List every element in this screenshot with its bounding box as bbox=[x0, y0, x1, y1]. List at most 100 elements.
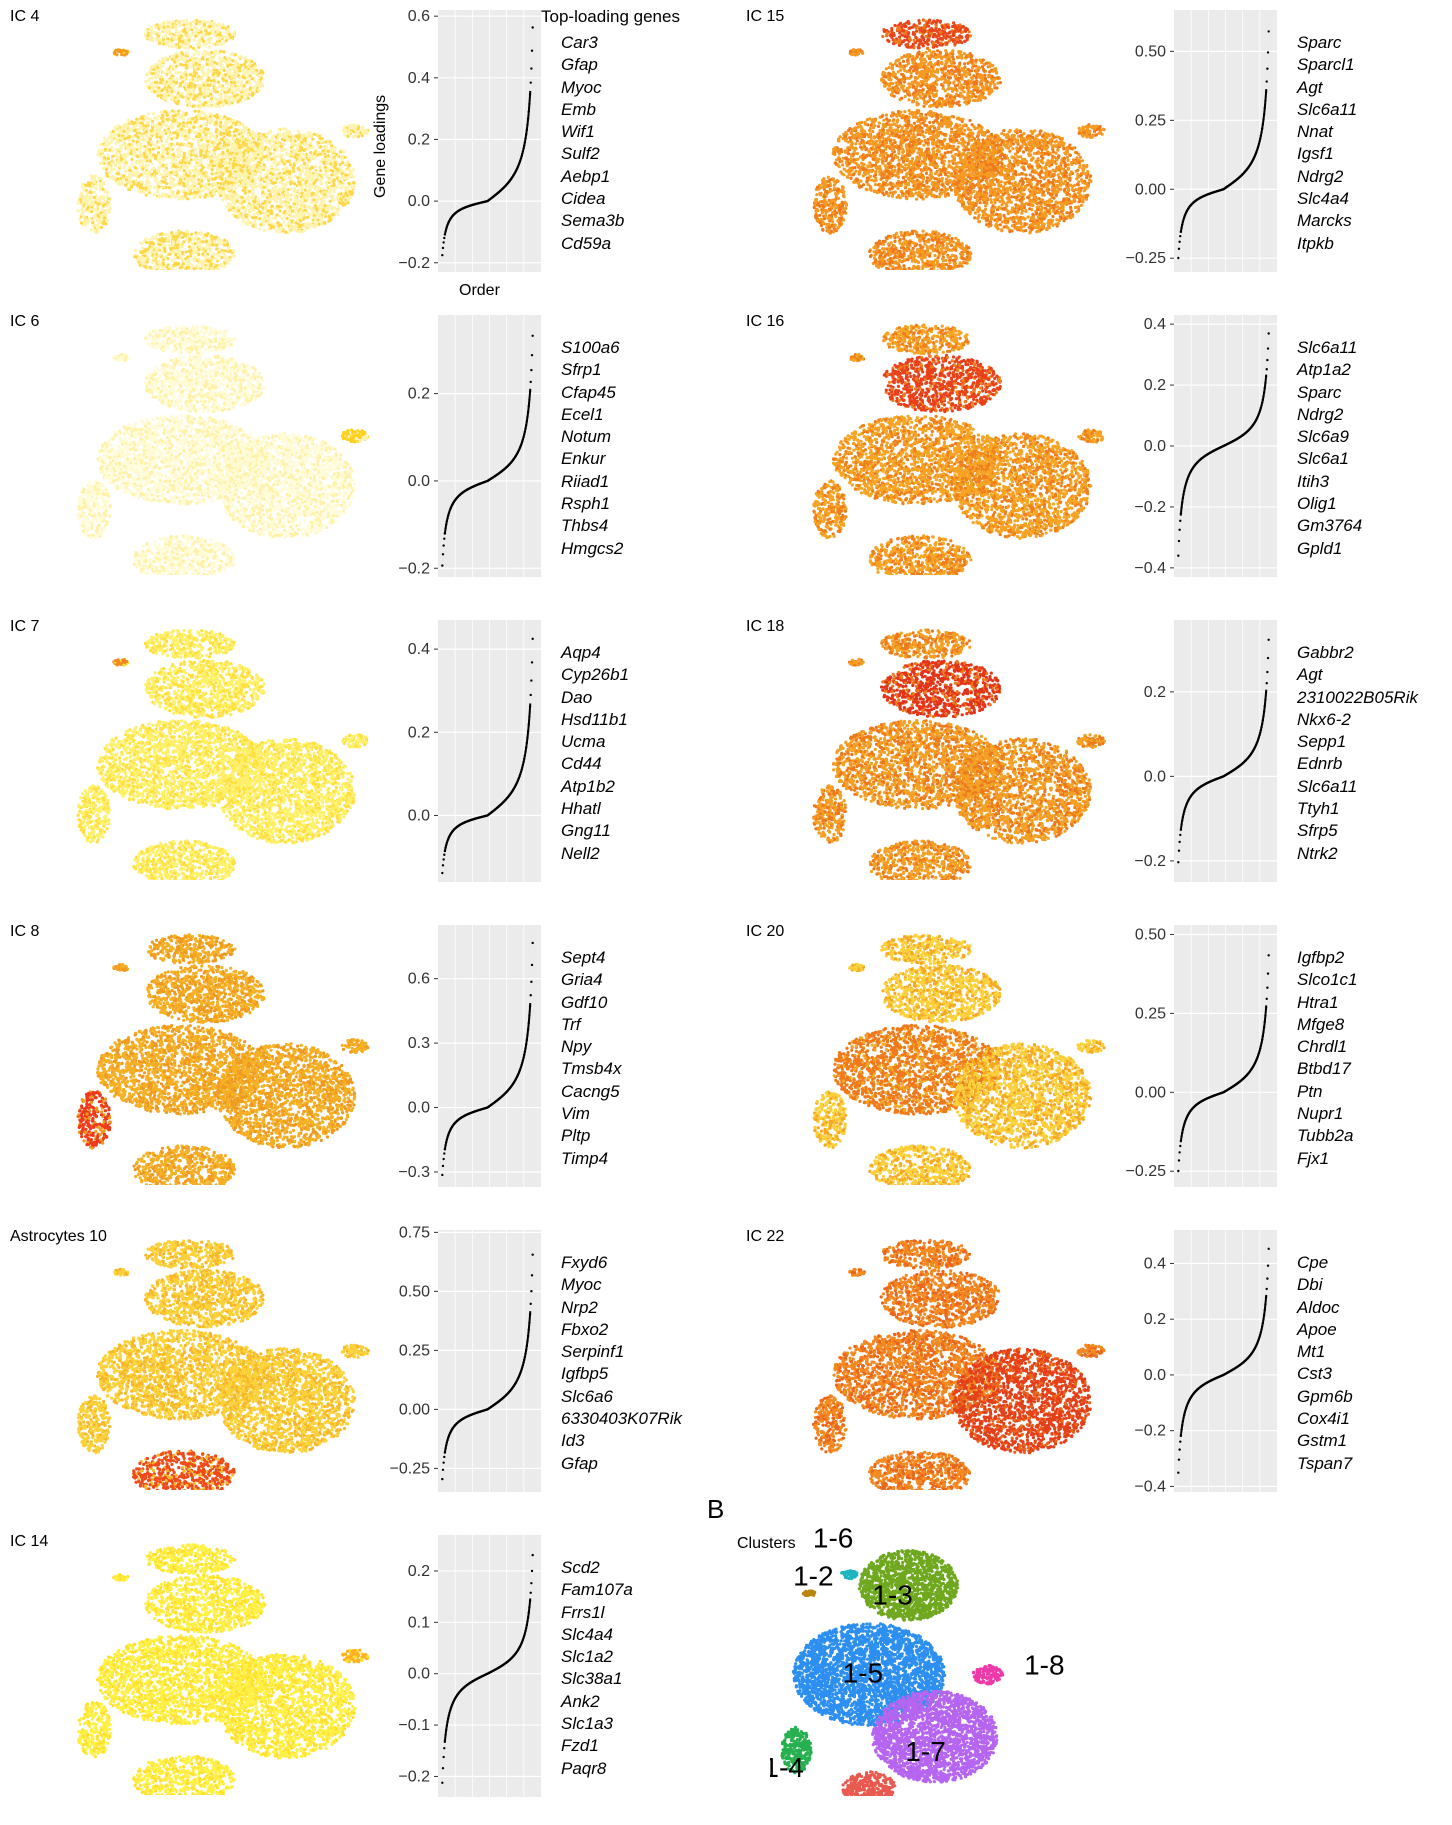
tsne-point bbox=[173, 24, 176, 27]
tsne-point bbox=[178, 195, 181, 198]
tsne-point bbox=[160, 89, 163, 92]
tsne-point bbox=[239, 136, 242, 139]
tsne-point bbox=[320, 140, 323, 143]
tsne-point bbox=[218, 105, 221, 108]
tsne-point bbox=[186, 179, 189, 182]
tsne-point bbox=[216, 174, 219, 177]
tsne-point bbox=[159, 264, 162, 267]
tsne-point bbox=[299, 210, 302, 213]
tsne-point bbox=[192, 47, 195, 50]
tsne-point bbox=[201, 70, 204, 73]
tsne-point bbox=[206, 232, 209, 235]
tsne-point bbox=[312, 174, 315, 177]
tsne-point bbox=[179, 71, 182, 74]
tsne-point bbox=[193, 178, 196, 181]
tsne-point bbox=[146, 72, 149, 75]
tsne-point bbox=[208, 41, 211, 44]
tsne-point bbox=[135, 161, 138, 164]
tsne-point bbox=[279, 153, 282, 156]
tsne-point bbox=[286, 130, 289, 133]
tsne-point bbox=[127, 166, 130, 169]
tsne-point bbox=[202, 92, 205, 95]
tsne-point bbox=[116, 172, 119, 175]
tsne-point bbox=[229, 174, 232, 177]
tsne-point bbox=[165, 112, 168, 115]
tsne-point bbox=[224, 162, 227, 165]
tsne-point bbox=[281, 182, 284, 185]
tsne-point bbox=[282, 135, 285, 138]
tsne-point bbox=[313, 217, 316, 220]
tsne-point bbox=[157, 115, 160, 118]
tsne-point bbox=[271, 135, 274, 138]
tsne-point bbox=[188, 144, 191, 147]
tsne-point bbox=[100, 162, 103, 165]
tsne-point bbox=[223, 142, 226, 145]
tsne-point bbox=[248, 166, 251, 169]
tsne-point bbox=[140, 115, 143, 118]
tsne-point bbox=[169, 92, 172, 95]
tsne-point bbox=[295, 221, 298, 224]
tsne-point bbox=[250, 60, 253, 63]
tsne-point bbox=[184, 113, 187, 116]
tsne-point bbox=[224, 95, 227, 98]
tsne-point bbox=[251, 71, 254, 74]
tsne-point bbox=[173, 67, 176, 70]
tsne-point bbox=[275, 185, 278, 188]
tsne-point bbox=[293, 164, 296, 167]
tsne-point bbox=[301, 207, 304, 210]
tsne-point bbox=[183, 57, 186, 60]
tsne-point bbox=[191, 252, 194, 255]
tsne-point bbox=[258, 217, 261, 220]
tsne-point bbox=[243, 93, 246, 96]
tsne-point bbox=[261, 74, 264, 77]
tsne-point bbox=[209, 89, 212, 92]
tsne-point bbox=[162, 123, 165, 126]
tsne-point bbox=[159, 136, 162, 139]
tsne-point bbox=[154, 179, 157, 182]
tsne-point bbox=[325, 211, 328, 214]
tsne-point bbox=[209, 249, 212, 252]
tsne-point bbox=[126, 186, 129, 189]
tsne-point bbox=[164, 34, 167, 37]
tsne-point bbox=[188, 129, 191, 132]
tsne-point bbox=[191, 147, 194, 150]
tsne-point bbox=[213, 83, 216, 86]
tsne-point bbox=[148, 170, 151, 173]
tsne-point bbox=[211, 144, 214, 147]
tsne-point bbox=[171, 153, 174, 156]
tsne-point bbox=[187, 44, 190, 47]
tsne-point bbox=[193, 39, 196, 42]
tsne-point bbox=[179, 153, 182, 156]
tsne-point bbox=[193, 71, 196, 74]
tsne-point bbox=[269, 177, 272, 180]
tsne-point bbox=[194, 242, 197, 245]
tsne-point bbox=[240, 95, 243, 98]
tsne-point bbox=[207, 100, 210, 103]
tsne-point bbox=[210, 97, 213, 100]
tsne-point bbox=[197, 53, 200, 56]
tsne-point bbox=[154, 85, 157, 88]
tsne-point bbox=[224, 73, 227, 76]
tsne-point bbox=[348, 182, 351, 185]
tsne-point bbox=[328, 216, 331, 219]
tsne-point bbox=[265, 193, 268, 196]
tsne-point bbox=[162, 159, 165, 162]
tsne-point bbox=[147, 181, 150, 184]
tsne-point bbox=[149, 160, 152, 163]
tsne-point bbox=[182, 23, 185, 26]
tsne-point bbox=[309, 134, 312, 137]
tsne-point bbox=[162, 145, 165, 148]
tsne-point bbox=[233, 183, 236, 186]
tsne-point bbox=[135, 167, 138, 170]
tsne-point bbox=[152, 148, 155, 151]
tsne-point bbox=[283, 172, 286, 175]
tsne-point bbox=[151, 173, 154, 176]
tsne-point bbox=[198, 41, 201, 44]
tsne-point bbox=[243, 200, 246, 203]
tsne-point bbox=[212, 151, 215, 154]
tsne-point bbox=[137, 256, 140, 259]
tsne-point bbox=[157, 71, 160, 74]
tsne-point bbox=[213, 33, 216, 36]
tsne-point bbox=[186, 174, 189, 177]
tsne-point bbox=[267, 209, 270, 212]
